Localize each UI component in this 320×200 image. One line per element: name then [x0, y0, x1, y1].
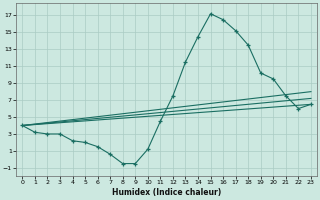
X-axis label: Humidex (Indice chaleur): Humidex (Indice chaleur) [112, 188, 221, 197]
